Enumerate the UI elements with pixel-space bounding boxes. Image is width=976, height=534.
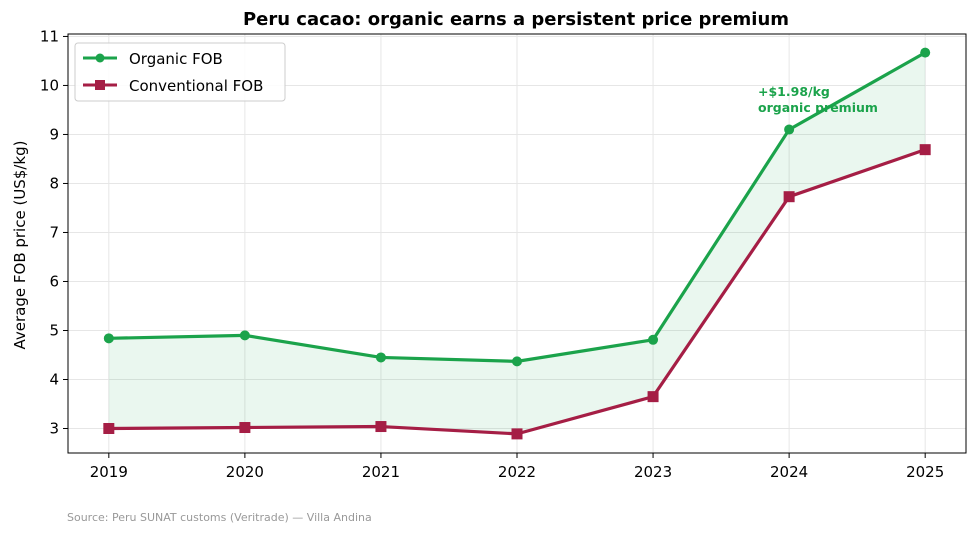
x-tick-label-2021: 2021 xyxy=(362,463,400,481)
annotation-line-1: +$1.98/kg xyxy=(758,84,830,99)
marker-conventional-2023 xyxy=(647,391,659,403)
marker-organic-2019 xyxy=(103,333,114,344)
marker-conventional-2020 xyxy=(239,422,251,434)
source-note: Source: Peru SUNAT customs (Veritrade) —… xyxy=(67,511,372,524)
series-markers xyxy=(103,47,931,440)
y-tick-label-3: 3 xyxy=(49,419,59,437)
x-tick-label-2020: 2020 xyxy=(226,463,264,481)
y-tick-label-6: 6 xyxy=(49,272,59,290)
legend-marker-organic xyxy=(95,53,105,63)
marker-organic-2022 xyxy=(512,356,522,367)
y-tick-label-4: 4 xyxy=(49,370,59,388)
marker-conventional-2022 xyxy=(511,428,523,440)
legend-item-conventional: Conventional FOB xyxy=(83,77,263,95)
x-axis-ticks: 2019 2020 2021 2022 2023 2024 2025 xyxy=(90,453,944,481)
legend-label-organic: Organic FOB xyxy=(129,50,223,68)
y-tick-label-9: 9 xyxy=(49,125,59,143)
x-tick-label-2024: 2024 xyxy=(770,463,808,481)
marker-organic-2021 xyxy=(375,352,386,363)
marker-organic-2020 xyxy=(239,330,250,341)
marker-organic-2023 xyxy=(648,334,659,345)
y-tick-label-10: 10 xyxy=(40,76,59,94)
legend-item-organic: Organic FOB xyxy=(83,50,223,68)
marker-organic-2024 xyxy=(784,124,795,135)
legend-label-conventional: Conventional FOB xyxy=(129,77,263,95)
premium-fill-path xyxy=(108,52,926,434)
premium-annotation: +$1.98/kg organic premium xyxy=(758,84,878,115)
marker-conventional-2025 xyxy=(919,144,931,156)
annotation-line-2: organic premium xyxy=(758,100,878,115)
marker-conventional-2024 xyxy=(783,191,795,203)
chart-title: Peru cacao: organic earns a persistent p… xyxy=(243,9,789,30)
legend: Organic FOB Conventional FOB xyxy=(74,42,286,102)
y-axis-label: Average FOB price (US$/kg) xyxy=(11,141,29,350)
legend-marker-conventional xyxy=(95,80,105,90)
x-tick-label-2023: 2023 xyxy=(634,463,672,481)
y-axis-ticks: 3 4 5 6 7 8 9 10 11 xyxy=(40,27,68,437)
marker-conventional-2019 xyxy=(103,422,115,434)
y-tick-label-8: 8 xyxy=(49,174,59,192)
y-tick-label-11: 11 xyxy=(40,27,59,45)
premium-fill-area xyxy=(108,52,926,434)
legend-box xyxy=(74,42,286,102)
marker-organic-2025 xyxy=(920,47,931,58)
x-tick-label-2025: 2025 xyxy=(906,463,944,481)
y-tick-label-7: 7 xyxy=(49,223,59,241)
marker-conventional-2021 xyxy=(375,421,387,433)
x-tick-label-2019: 2019 xyxy=(90,463,128,481)
x-tick-label-2022: 2022 xyxy=(498,463,536,481)
y-tick-label-5: 5 xyxy=(49,321,59,339)
